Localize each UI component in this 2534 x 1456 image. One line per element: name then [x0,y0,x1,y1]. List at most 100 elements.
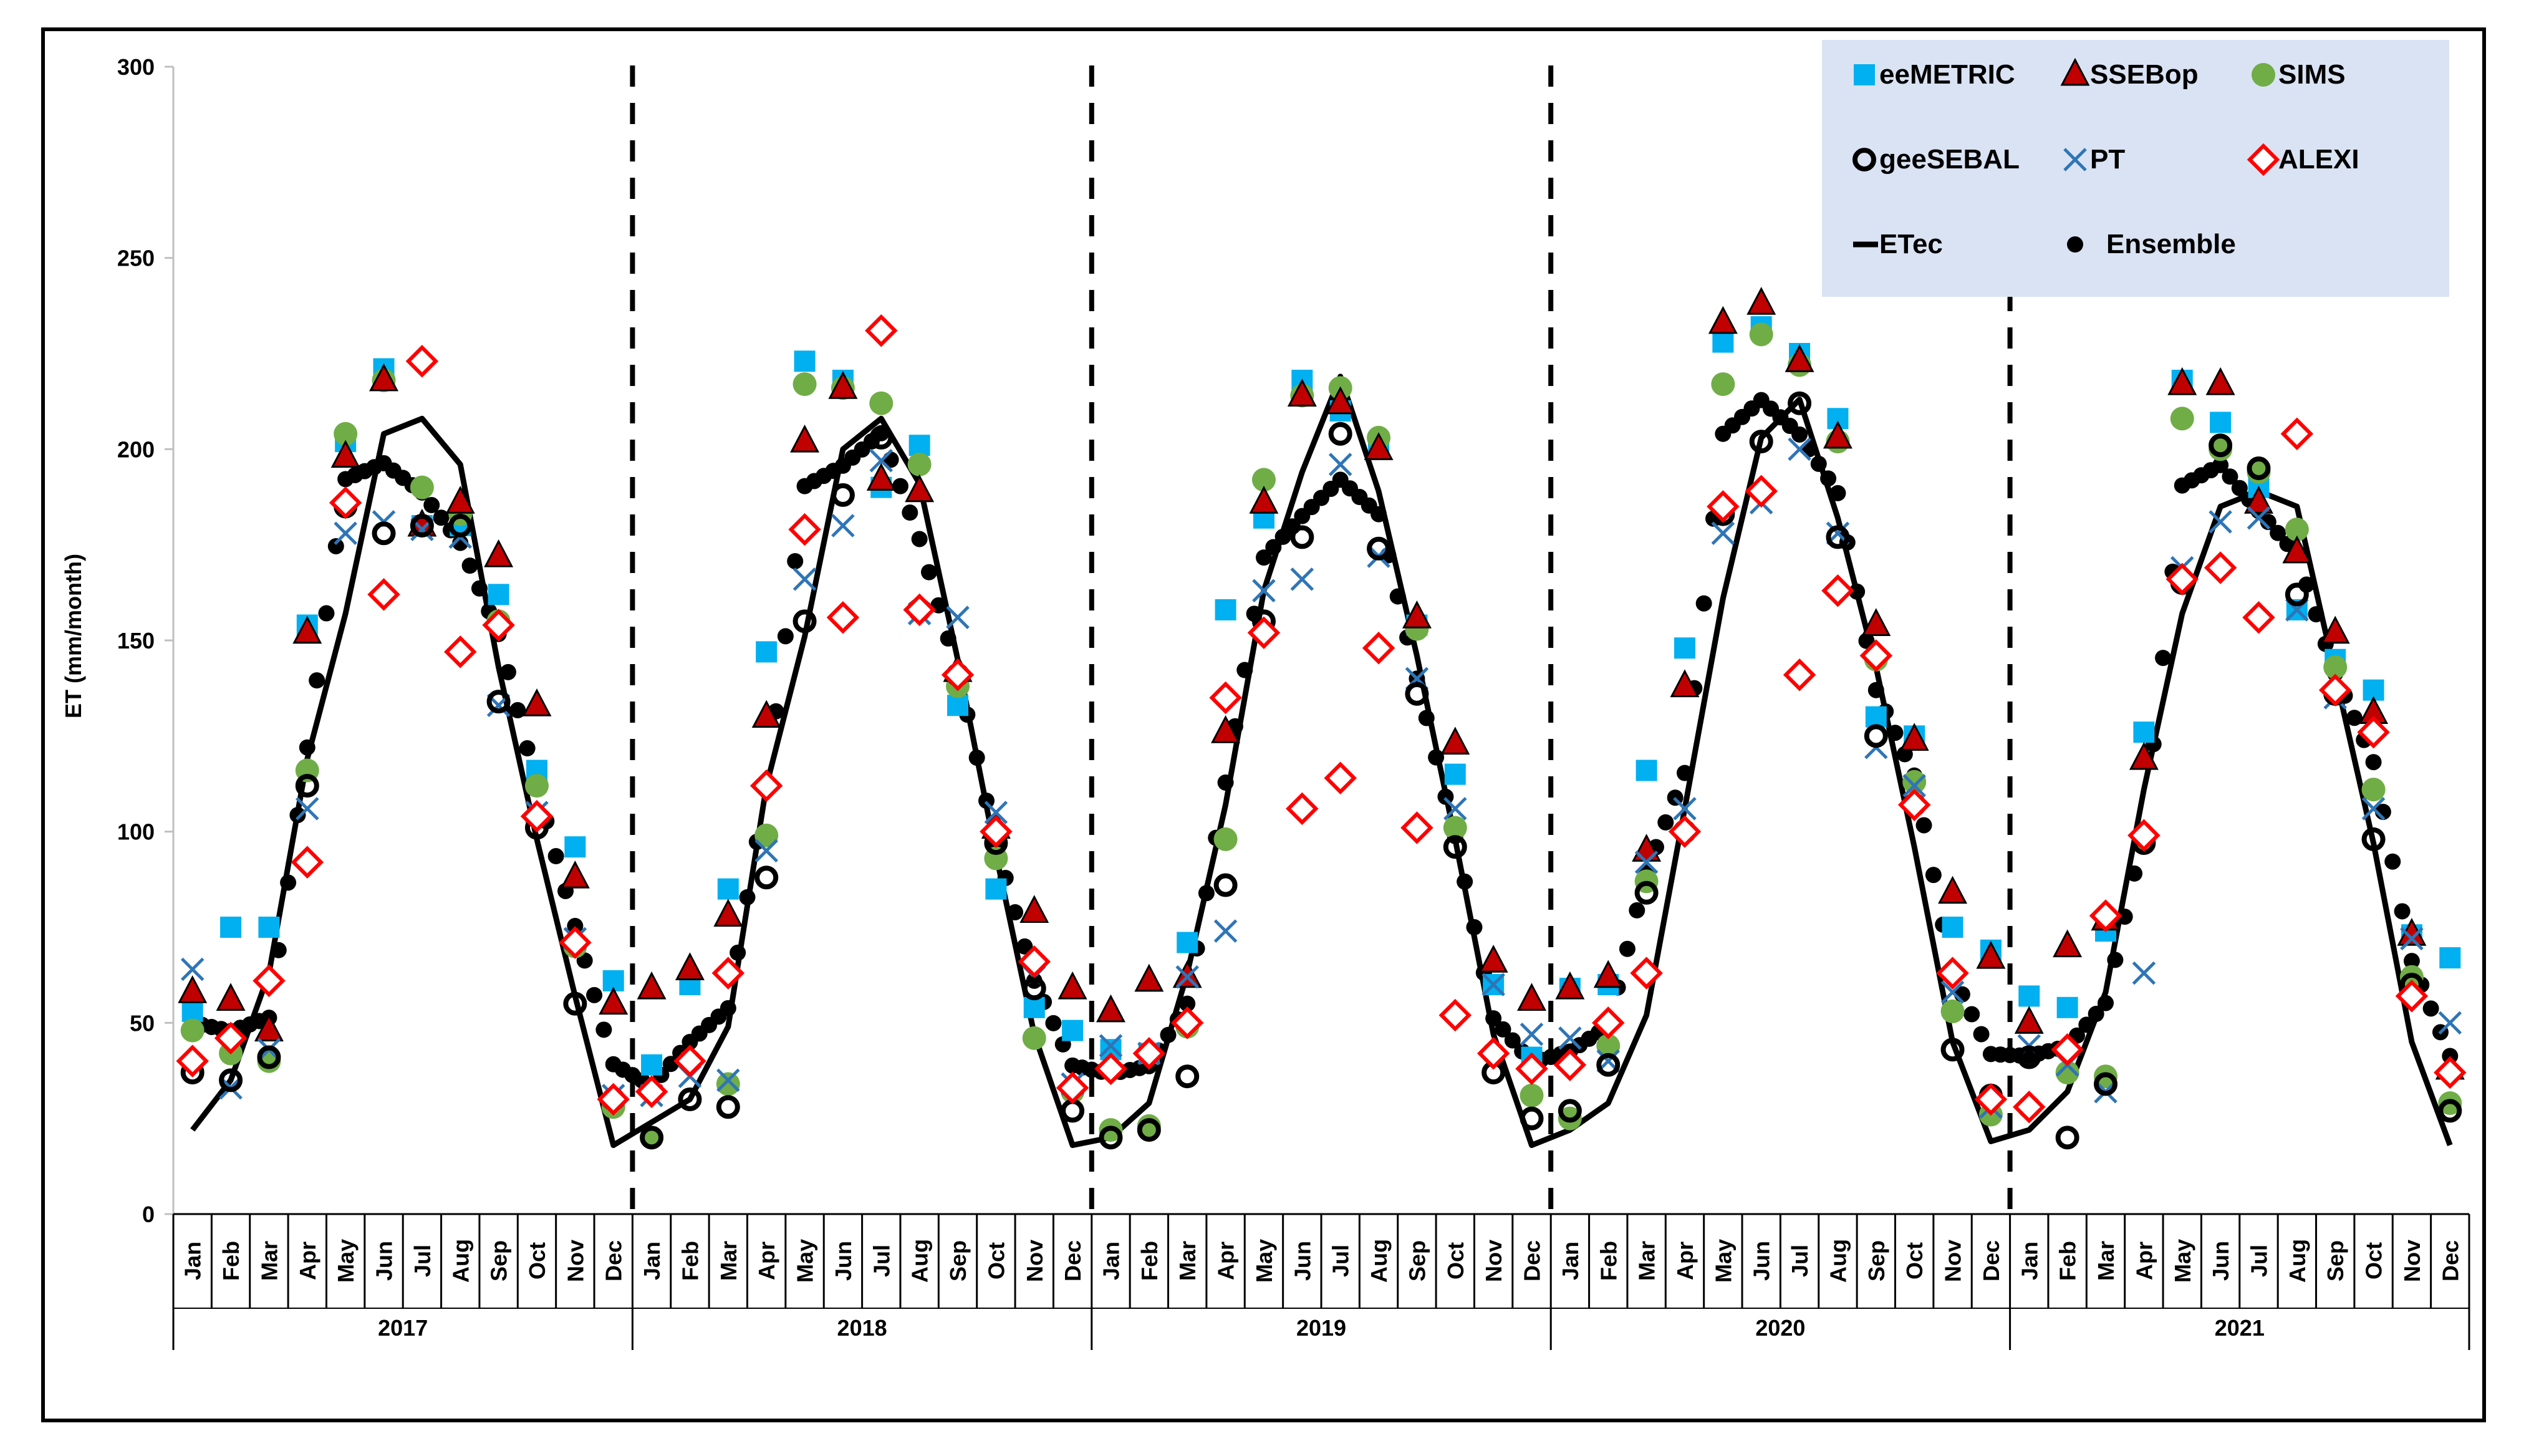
year-label: 2017 [378,1315,428,1341]
alexi-point [1170,1006,1204,1039]
geesebal-point [1213,873,1238,897]
sims-point [180,1018,205,1043]
pt-point [296,797,319,821]
y-tick-label: 0 [142,1202,155,1227]
geesebal-point [792,609,817,634]
alexi-point [2013,1091,2046,1124]
geesebal-point [1749,430,1773,454]
geesebal-point [640,1126,664,1150]
ensemble-point [2365,754,2382,771]
legend-label-geesebal: geeSEBAL [1879,144,2020,175]
ssebop-point [2129,741,2159,770]
month-label: Jan [1098,1241,1124,1280]
ensemble-point [1695,595,1712,612]
eemetric-point [1062,1020,1084,1041]
alexi-point [1247,616,1281,649]
geesebal-point [563,991,587,1016]
pt-point [946,605,970,629]
ensemble-point [911,531,928,547]
ssebop-point [1364,432,1394,460]
alexi-point [1897,788,1931,821]
alexi-point [559,926,592,959]
alexi-point [1477,1037,1510,1070]
pt-point [1711,521,1735,546]
geesebal-point [716,1095,740,1119]
ssebop-point [2243,485,2273,514]
eemetric-point [1712,331,1734,353]
ensemble-point [309,672,325,689]
geesebal-point [1634,880,1659,905]
eemetric-point [794,350,816,372]
alexi-point [941,658,975,692]
pt-point [2361,797,2386,821]
sims-point [869,391,894,415]
ssebop-point [2053,929,2083,958]
month-label: Feb [1596,1241,1621,1281]
legend-label-pt: PT [2090,144,2125,175]
month-label: Mar [716,1241,741,1281]
legend-label-etec: ETec [1879,229,1943,259]
eemetric-point [1177,932,1198,953]
eemetric-point [1215,599,1236,620]
ensemble-point [2394,903,2411,920]
sims-point [716,1072,740,1096]
alexi-point [444,635,477,668]
pt-point [754,839,778,863]
ssebop-point [1172,960,1202,988]
alexi-point [1018,945,1051,978]
ssebop-point [1478,944,1508,973]
legend-marker-pt [2063,148,2087,171]
alexi-point [1936,957,1969,990]
alexi-point [2395,980,2429,1013]
month-label: Aug [1825,1239,1851,1283]
pt-point [1520,1022,1544,1046]
alexi-point [2434,1056,2467,1089]
eemetric-point [488,584,509,605]
ensemble-point [519,740,536,757]
month-label: Jan [2016,1241,2042,1280]
ssebop-point [2205,367,2235,395]
month-label: Aug [1366,1239,1392,1283]
ensemble-point [1179,995,1196,1012]
eemetric-point [2210,412,2232,433]
geesebal-point [2247,456,2271,480]
pt-point [1940,980,1965,1005]
month-label: Jan [1558,1241,1583,1280]
ssebop-point [216,983,246,1011]
geesebal-point [1099,1126,1123,1150]
alexi-point [903,593,936,627]
legend-marker-alexi [2247,143,2280,176]
alexi-point [1286,792,1319,826]
month-label: Dec [601,1240,627,1281]
alexi-point [405,345,439,378]
pt-point [2132,961,2156,985]
month-label: May [792,1239,818,1283]
ssebop-point [1326,386,1356,415]
month-label: Jan [180,1241,206,1280]
pt-point [1290,567,1314,591]
month-label: Mar [256,1241,282,1281]
ensemble-point [1963,1006,1980,1023]
legend-marker-sims [2252,63,2275,87]
geesebal-point [831,483,855,507]
sims-point [2055,1061,2079,1085]
legend-label-ensemble: Ensemble [2106,229,2236,259]
ensemble-point [902,504,918,521]
geesebal-point [1290,525,1314,549]
legend-marker-geesebal [1852,148,1876,171]
month-label: Mar [2093,1241,2119,1281]
pt-point [2247,506,2271,530]
ensemble-point [1504,1032,1521,1049]
ensemble-point [509,701,526,718]
alexi-point [291,846,324,879]
ssebop-point [2167,367,2197,395]
pt-point [831,514,855,538]
alexi-point [2089,899,2122,932]
month-label: Nov [1940,1240,1966,1282]
alexi-point [1859,639,1893,672]
pt-point [180,957,205,981]
geesebal-point [1596,1053,1621,1077]
eemetric-point [1444,763,1466,785]
y-tick-label: 50 [130,1010,155,1036]
